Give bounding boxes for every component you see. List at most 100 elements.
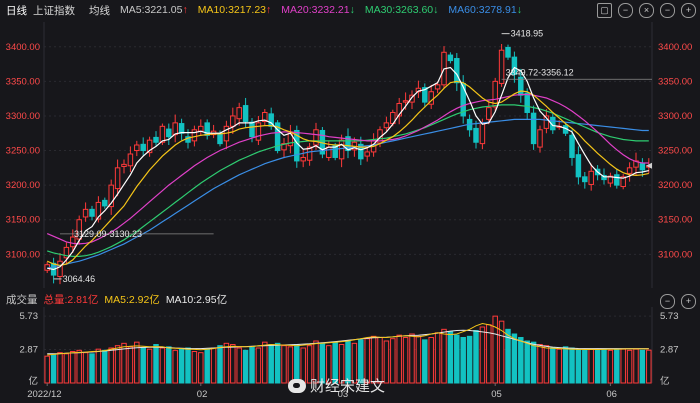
tab-daily[interactable]: 日线: [6, 4, 27, 17]
volume-bar: [70, 351, 76, 384]
volume-bar: [466, 335, 473, 384]
volume-bar: [639, 349, 646, 384]
candle: [620, 176, 626, 188]
y-tick-label-right: 3350.00: [658, 76, 692, 87]
zoom-in-icon[interactable]: +: [681, 3, 696, 18]
volume-bar: [242, 349, 249, 384]
x-tick-label: 05: [491, 389, 502, 400]
volume-bar: [575, 348, 582, 384]
volume-bar: [607, 349, 614, 384]
volume-bar: [185, 347, 191, 384]
volume-bar: [358, 339, 364, 384]
volume-bar: [127, 346, 134, 384]
gap-label-high: 3349.72-3356.12: [506, 67, 574, 77]
candle: [345, 136, 351, 152]
volume-bar: [601, 348, 607, 384]
y-tick-label-right: 3150.00: [658, 215, 692, 226]
y-tick-label-left: 3250.00: [6, 146, 40, 157]
candle: [569, 134, 575, 158]
volume-bar: [383, 340, 390, 384]
candle: [614, 174, 620, 186]
candle: [255, 122, 262, 141]
candle: [639, 162, 646, 171]
y-tick-label-right: 3100.00: [658, 249, 692, 260]
x-tick-label: 02: [197, 389, 208, 400]
volume-bar: [594, 349, 601, 384]
x-tick-label: 2022/12: [27, 389, 61, 400]
candle: [460, 82, 466, 117]
volume-chart[interactable]: 5.73 5.73 2.87 2.87 亿 亿 2022/12 02 03 05 06: [0, 307, 700, 403]
y-tick-label-right: 3300.00: [658, 111, 692, 122]
zoom-out-icon[interactable]: −: [660, 3, 675, 18]
volume-bar: [108, 347, 114, 384]
up-arrow-icon: ↑: [182, 4, 188, 16]
candle: [422, 87, 428, 103]
y-tick-label-right: 3200.00: [658, 180, 692, 191]
candle: [486, 107, 492, 120]
volume-bar: [210, 347, 217, 384]
y-tick-label-right: 3400.00: [658, 42, 692, 53]
candle: [306, 146, 313, 161]
candle: [89, 208, 95, 217]
candle: [57, 260, 63, 277]
candlestick-chart[interactable]: 3400.00 3400.00 3350.00 3350.00 3300.00 3300.…: [0, 20, 700, 290]
lock-icon[interactable]: ▢: [597, 3, 612, 18]
candle: [582, 176, 588, 183]
tab-moving-average[interactable]: 均线: [89, 4, 110, 17]
volume-bar: [422, 339, 428, 384]
candle: [191, 129, 198, 142]
candle: [121, 163, 127, 167]
candle: [198, 125, 204, 132]
close-icon[interactable]: ×: [639, 3, 654, 18]
volume-ma10-line: [47, 329, 649, 355]
volume-bar: [543, 345, 550, 384]
candle: [498, 49, 505, 84]
ma5-readout: MA5:3221.05↑: [120, 4, 188, 16]
volume-title[interactable]: 成交量: [6, 293, 38, 306]
volume-bar: [479, 326, 486, 384]
index-name[interactable]: 上证指数: [33, 4, 75, 17]
volume-ma10: MA10:2.95亿: [165, 293, 228, 306]
volume-total: 总量:2.81亿: [43, 293, 99, 306]
volume-bar: [569, 347, 575, 384]
weibo-logo-icon: [288, 378, 306, 393]
candle: [332, 145, 338, 158]
volume-bar: [166, 346, 172, 384]
zoom-in-icon[interactable]: +: [681, 294, 696, 309]
volume-toolbar-icons: − +: [660, 294, 696, 309]
volume-bar: [146, 348, 153, 384]
candle: [178, 123, 185, 134]
candle: [364, 151, 370, 157]
volume-bar: [134, 341, 140, 384]
candle: [249, 121, 255, 138]
volume-bar: [95, 348, 102, 384]
volume-bar: [390, 338, 396, 384]
ma60-value: MA60:3278.91: [448, 4, 517, 16]
volume-bar: [511, 333, 518, 384]
candle: [473, 127, 479, 143]
candle: [434, 84, 441, 90]
candle: [428, 91, 434, 105]
candle: [383, 122, 390, 129]
ma20-line: [46, 93, 649, 245]
up-arrow-icon: ↑: [266, 4, 272, 16]
volume-bar: [614, 348, 620, 384]
candle: [274, 122, 281, 152]
ma10-value: MA10:3217.23: [197, 4, 267, 16]
volume-bar: [562, 346, 569, 384]
candle: [217, 132, 223, 145]
volume-bar: [217, 345, 223, 384]
candle: [108, 184, 114, 208]
volume-bar: [178, 348, 185, 384]
candle: [454, 58, 460, 84]
zoom-out-icon[interactable]: −: [660, 294, 675, 309]
candle: [159, 125, 166, 143]
y-tick-label-right: 5.73: [660, 311, 679, 322]
volume-bar: [236, 347, 242, 384]
y-tick-label-right: 2.87: [660, 345, 679, 356]
down-arrow-icon: ↓: [349, 4, 355, 16]
minus-icon[interactable]: −: [618, 3, 633, 18]
candle: [588, 170, 594, 185]
candle: [518, 76, 524, 96]
candle: [153, 136, 159, 143]
